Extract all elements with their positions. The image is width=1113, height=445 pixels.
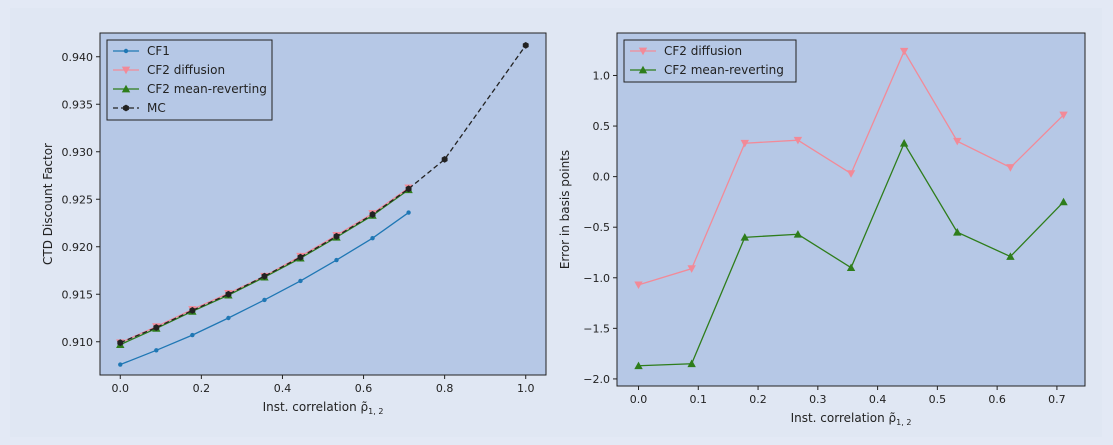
data-point	[1059, 197, 1068, 206]
y-axis-label: CTD Discount Factor	[41, 143, 55, 265]
data-point	[846, 170, 856, 178]
x-tick-label: 0.3	[809, 393, 827, 406]
error-bps-chart: 0.0 0.1 0.2 0.3 0.4 0.5 0.6 0.7 −2.0 −1.5 −1.0 −0.5…	[558, 32, 1086, 427]
data-point	[333, 232, 340, 240]
legend-marker	[638, 47, 648, 56]
y-tick-label: 0.920	[62, 241, 94, 254]
x-tick-label: 0.8	[436, 382, 454, 395]
legend-marker	[638, 65, 648, 74]
y-tick-label: 0.925	[62, 193, 94, 206]
x-axis-label: Inst. correlation ρ̃1, 2	[263, 400, 384, 416]
data-point	[441, 155, 448, 163]
data-point	[687, 265, 696, 273]
y-axis-label: Error in basis points	[558, 150, 572, 269]
data-point	[261, 272, 268, 280]
series-cf2-diffusion	[634, 47, 1068, 290]
x-tick-label: 0.0	[630, 393, 648, 406]
x-tick-label: 1.0	[517, 382, 535, 395]
series-cf1	[118, 210, 411, 367]
x-tick-label: 0.6	[355, 382, 373, 395]
data-point	[298, 278, 303, 284]
x-tick-label: 0.4	[869, 393, 887, 406]
data-point	[740, 233, 749, 241]
x-axis-label: Inst. correlation ρ̃1, 2	[791, 411, 912, 427]
series-line	[120, 44, 527, 344]
y-tick-label: 0.930	[62, 146, 94, 159]
data-point	[1059, 111, 1068, 120]
data-point	[899, 139, 909, 147]
data-point	[334, 257, 339, 263]
x-tick-label: 0.1	[690, 393, 708, 406]
legend-marker	[123, 104, 129, 112]
data-point	[634, 361, 643, 370]
legend-label: CF2 diffusion	[664, 44, 742, 58]
data-point	[370, 236, 375, 241]
data-point	[522, 41, 529, 49]
data-point	[953, 137, 962, 146]
y-tick-label: −2.0	[583, 373, 610, 386]
x-tick-label: 0.7	[1048, 393, 1066, 406]
x-tick-label: 0.4	[274, 382, 292, 395]
legend-label: CF2 mean-reverting	[147, 82, 267, 96]
x-tick-label: 0.6	[988, 393, 1006, 406]
data-point	[846, 263, 856, 272]
data-point	[405, 185, 412, 193]
legend-marker	[123, 48, 129, 54]
data-point	[190, 332, 195, 338]
data-point	[740, 139, 749, 148]
y-tick-label: 0.935	[62, 98, 94, 111]
y-tick-label: −1.0	[583, 272, 610, 285]
data-point	[154, 348, 159, 353]
legend-box	[623, 39, 797, 83]
legend: CF1 CF2 diffusion CF2 mean-reverting MC	[106, 39, 273, 121]
y-tick-label: 0.0	[593, 171, 611, 184]
legend-label: MC	[147, 101, 166, 115]
y-tick-label: 0.910	[62, 336, 94, 349]
data-point	[793, 230, 803, 238]
data-point	[953, 228, 962, 236]
y-tick-label: −0.5	[583, 221, 610, 234]
data-point	[225, 290, 232, 298]
legend-box	[106, 39, 273, 121]
x-tick-label: 0.2	[749, 393, 767, 406]
legend-label: CF2 mean-reverting	[664, 63, 784, 77]
plot-area	[617, 33, 1085, 386]
axes-frame	[99, 32, 547, 376]
legend-label: CF1	[147, 44, 170, 58]
data-point	[406, 210, 411, 215]
data-point	[262, 297, 267, 303]
data-point	[687, 359, 696, 368]
data-point	[226, 315, 231, 321]
axes-frame	[616, 32, 1086, 387]
y-tick-label: 0.915	[62, 288, 94, 301]
data-point	[117, 339, 124, 347]
data-point	[118, 362, 123, 367]
legend-label: CF2 diffusion	[147, 63, 225, 77]
data-point	[189, 307, 196, 314]
y-tick-label: −1.5	[583, 322, 610, 335]
legend-marker	[121, 84, 131, 93]
discount-factor-chart: 0.0 0.2 0.4 0.6 0.8 1.0 0.910 0.915 0.920 0.925 0.…	[41, 32, 547, 416]
series-mc	[117, 41, 529, 347]
data-point	[1006, 252, 1015, 260]
data-point	[899, 47, 909, 56]
y-tick-label: 1.0	[593, 69, 611, 82]
data-point	[793, 136, 803, 145]
y-tick-label: 0.940	[62, 51, 94, 64]
y-tick-label: 0.5	[593, 120, 611, 133]
data-point	[297, 253, 304, 261]
data-point	[369, 211, 376, 218]
data-point	[634, 281, 643, 290]
x-tick-label: 0.2	[193, 382, 211, 395]
legend: CF2 diffusion CF2 mean-reverting	[623, 39, 797, 83]
x-tick-label: 0.0	[112, 382, 130, 395]
data-point	[153, 324, 160, 331]
series-cf2-mean-reverting	[634, 139, 1068, 370]
data-point	[1006, 164, 1015, 172]
x-tick-label: 0.5	[929, 393, 947, 406]
legend-marker	[121, 66, 131, 75]
